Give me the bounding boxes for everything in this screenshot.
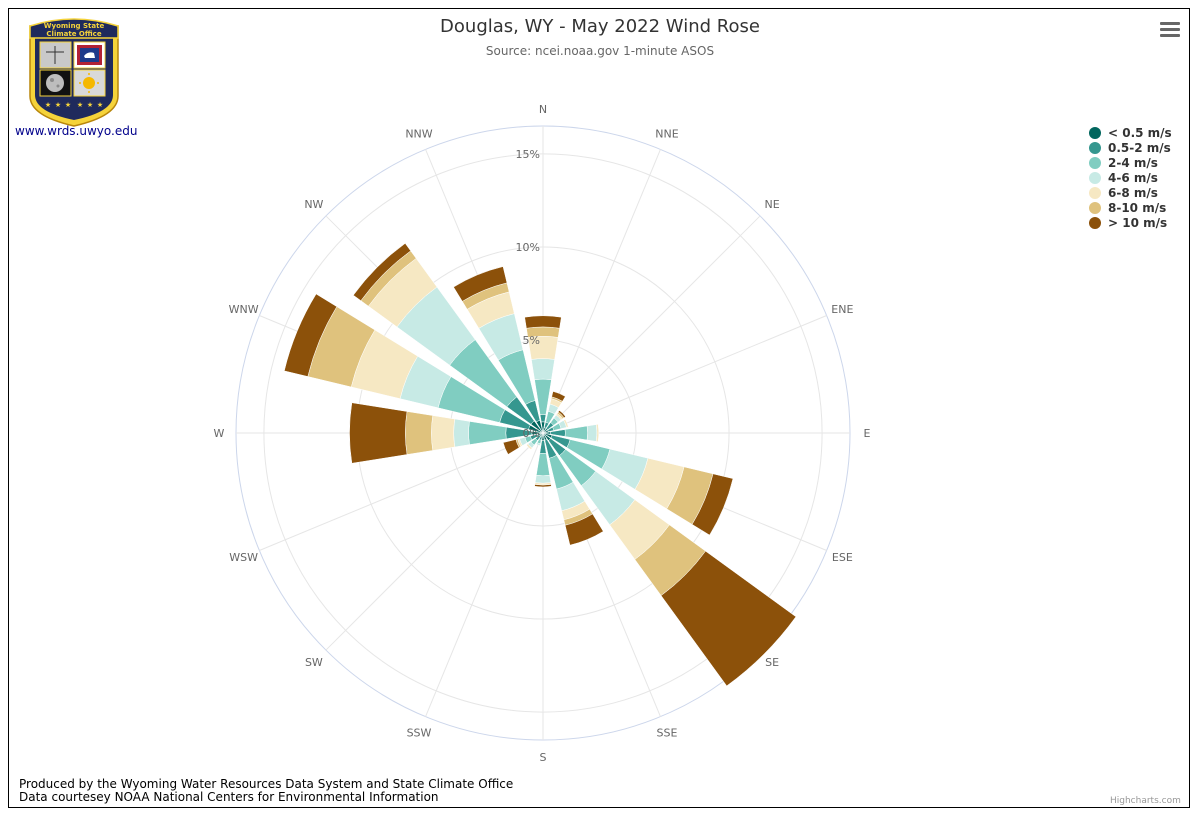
legend-color-dot bbox=[1089, 126, 1101, 139]
legend-label: 4-6 m/s bbox=[1108, 170, 1158, 185]
legend-item[interactable]: 8-10 m/s bbox=[1089, 200, 1172, 215]
svg-text:★: ★ bbox=[45, 101, 51, 109]
legend-label: 2-4 m/s bbox=[1108, 155, 1158, 170]
chart-subtitle: Source: ncei.noaa.gov 1-minute ASOS bbox=[485, 44, 715, 58]
legend-color-dot bbox=[1089, 171, 1101, 184]
website-link[interactable]: www.wrds.uwyo.edu bbox=[15, 124, 138, 138]
climate-office-logo: Wyoming State Climate Office ★ ★ ★ ★ ★ ★ bbox=[28, 16, 120, 128]
legend-color-dot bbox=[1089, 156, 1101, 169]
legend-item[interactable]: < 0.5 m/s bbox=[1089, 125, 1172, 140]
legend: < 0.5 m/s 0.5-2 m/s 2-4 m/s 4-6 m/s 6-8 m/s 8… bbox=[1089, 125, 1172, 230]
hamburger-menu-icon[interactable] bbox=[1160, 22, 1180, 40]
legend-label: 8-10 m/s bbox=[1108, 200, 1167, 215]
footer-line2: Data courtesey NOAA National Centers for… bbox=[19, 790, 439, 804]
legend-color-dot bbox=[1089, 141, 1101, 154]
legend-label: 0.5-2 m/s bbox=[1108, 140, 1171, 155]
svg-text:★: ★ bbox=[97, 101, 103, 109]
svg-text:★: ★ bbox=[65, 101, 71, 109]
legend-item[interactable]: 2-4 m/s bbox=[1089, 155, 1172, 170]
svg-text:★: ★ bbox=[77, 101, 83, 109]
legend-item[interactable]: 0.5-2 m/s bbox=[1089, 140, 1172, 155]
footer-line1: Produced by the Wyoming Water Resources … bbox=[19, 777, 514, 791]
svg-text:★: ★ bbox=[87, 101, 93, 109]
legend-item[interactable]: > 10 m/s bbox=[1089, 215, 1172, 230]
svg-text:★: ★ bbox=[55, 101, 61, 109]
legend-color-dot bbox=[1089, 201, 1101, 214]
legend-color-dot bbox=[1089, 186, 1101, 199]
logo-line1: Wyoming State bbox=[44, 22, 105, 30]
legend-item[interactable]: 4-6 m/s bbox=[1089, 170, 1172, 185]
legend-item[interactable]: 6-8 m/s bbox=[1089, 185, 1172, 200]
legend-label: < 0.5 m/s bbox=[1108, 125, 1172, 140]
footer-credits: Produced by the Wyoming Water Resources … bbox=[19, 778, 513, 804]
legend-color-dot bbox=[1089, 216, 1101, 229]
highcharts-credit[interactable]: Highcharts.com bbox=[1110, 796, 1181, 806]
chart-frame bbox=[8, 8, 1190, 808]
legend-label: 6-8 m/s bbox=[1108, 185, 1158, 200]
shield-logo-icon: Wyoming State Climate Office ★ ★ ★ ★ ★ ★ bbox=[29, 18, 119, 127]
chart-title: Douglas, WY - May 2022 Wind Rose bbox=[440, 16, 760, 37]
legend-label: > 10 m/s bbox=[1108, 215, 1168, 230]
logo-line2: Climate Office bbox=[46, 30, 101, 38]
